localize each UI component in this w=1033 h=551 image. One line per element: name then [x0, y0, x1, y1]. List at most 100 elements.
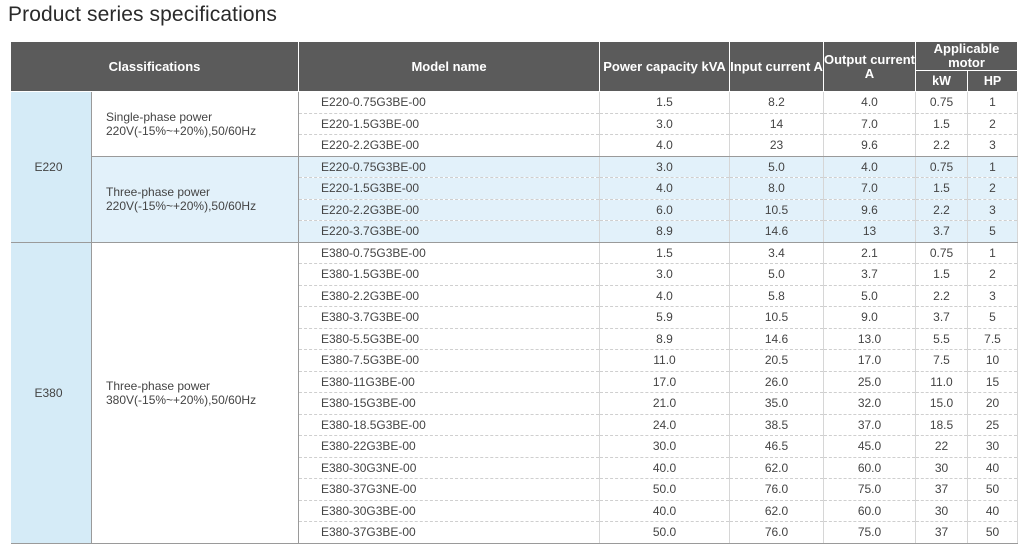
- table-header: Classifications Model name Power capacit…: [10, 41, 1018, 92]
- cell-motor-kw: 11.0: [915, 371, 968, 393]
- cell-model-name: E220-2.2G3BE-00: [298, 199, 600, 221]
- cell-output-current: 60.0: [823, 457, 916, 479]
- cell-motor-hp: 40: [967, 500, 1018, 522]
- cell-output-current: 2.1: [823, 242, 916, 264]
- cell-output-current: 9.6: [823, 134, 916, 157]
- header-classifications: Classifications: [10, 41, 299, 92]
- table-row: E220-2.2G3BE-00 4.0 23 9.6 2.2 3: [11, 134, 1018, 157]
- table-row: E220-1.5G3BE-00 4.0 8.0 7.0 1.5 2: [11, 177, 1018, 200]
- header-output-current: Output current A: [823, 41, 916, 92]
- cell-output-current: 13: [823, 220, 916, 243]
- cell-power-capacity: 4.0: [599, 134, 730, 157]
- table-row: E380-18.5G3BE-00 24.0 38.5 37.0 18.5 25: [11, 414, 1018, 436]
- cell-input-current: 10.5: [729, 306, 824, 329]
- cell-power-capacity: 21.0: [599, 392, 730, 415]
- table-row: E380-15G3BE-00 21.0 35.0 32.0 15.0 20: [11, 392, 1018, 415]
- cell-motor-hp: 25: [967, 414, 1018, 436]
- cell-model-name: E380-1.5G3BE-00: [298, 263, 600, 286]
- cell-model-name: E220-0.75G3BE-00: [298, 156, 600, 178]
- cell-motor-kw: 1.5: [915, 263, 968, 286]
- cell-motor-hp: 5: [967, 220, 1018, 243]
- cell-motor-hp: 1: [967, 156, 1018, 178]
- cell-model-name: E380-15G3BE-00: [298, 392, 600, 415]
- cell-motor-hp: 1: [967, 91, 1018, 114]
- cell-power-capacity: 11.0: [599, 349, 730, 372]
- classification-cell: Three-phase power 220V(-15%~+20%),50/60Hz: [91, 156, 299, 243]
- table-row: E380-30G3BE-00 40.0 62.0 60.0 30 40: [11, 500, 1018, 522]
- cell-motor-kw: 7.5: [915, 349, 968, 372]
- cell-output-current: 5.0: [823, 285, 916, 307]
- header-kw: kW: [915, 70, 968, 92]
- cell-output-current: 13.0: [823, 328, 916, 350]
- cell-input-current: 76.0: [729, 521, 824, 544]
- specifications-table: Classifications Model name Power capacit…: [10, 41, 1018, 544]
- cell-input-current: 46.5: [729, 435, 824, 458]
- cell-output-current: 25.0: [823, 371, 916, 393]
- cell-model-name: E380-5.5G3BE-00: [298, 328, 600, 350]
- cell-power-capacity: 4.0: [599, 177, 730, 200]
- cell-model-name: E220-0.75G3BE-00: [298, 91, 600, 114]
- cell-power-capacity: 3.0: [599, 156, 730, 178]
- series-name: E380: [10, 242, 92, 544]
- cell-input-current: 20.5: [729, 349, 824, 372]
- cell-output-current: 4.0: [823, 156, 916, 178]
- cell-input-current: 23: [729, 134, 824, 157]
- cell-output-current: 75.0: [823, 478, 916, 501]
- cell-input-current: 10.5: [729, 199, 824, 221]
- header-input-current: Input current A: [729, 41, 824, 92]
- cell-model-name: E380-22G3BE-00: [298, 435, 600, 458]
- table-row: E380-7.5G3BE-00 11.0 20.5 17.0 7.5 10: [11, 349, 1018, 372]
- cell-input-current: 62.0: [729, 500, 824, 522]
- cell-output-current: 32.0: [823, 392, 916, 415]
- cell-model-name: E380-30G3NE-00: [298, 457, 600, 479]
- header-hp: HP: [967, 70, 1018, 92]
- cell-power-capacity: 3.0: [599, 113, 730, 135]
- cell-output-current: 4.0: [823, 91, 916, 114]
- table-row: E380-5.5G3BE-00 8.9 14.6 13.0 5.5 7.5: [11, 328, 1018, 350]
- table-row: E380-37G3NE-00 50.0 76.0 75.0 37 50: [11, 478, 1018, 501]
- cell-output-current: 9.6: [823, 199, 916, 221]
- cell-model-name: E380-0.75G3BE-00: [298, 242, 600, 264]
- cell-input-current: 14.6: [729, 328, 824, 350]
- cell-input-current: 26.0: [729, 371, 824, 393]
- cell-model-name: E380-18.5G3BE-00: [298, 414, 600, 436]
- table-row: E380-30G3NE-00 40.0 62.0 60.0 30 40: [11, 457, 1018, 479]
- cell-input-current: 76.0: [729, 478, 824, 501]
- cell-power-capacity: 8.9: [599, 328, 730, 350]
- table-row: E220-1.5G3BE-00 3.0 14 7.0 1.5 2: [11, 113, 1018, 135]
- cell-motor-hp: 40: [967, 457, 1018, 479]
- cell-motor-kw: 1.5: [915, 113, 968, 135]
- cell-output-current: 75.0: [823, 521, 916, 544]
- classification-power-type: Single-phase power: [106, 109, 213, 124]
- table-row: E220 Single-phase power 220V(-15%~+20%),50…: [10, 91, 1018, 243]
- cell-output-current: 7.0: [823, 177, 916, 200]
- cell-power-capacity: 4.0: [599, 285, 730, 307]
- cell-output-current: 7.0: [823, 113, 916, 135]
- header-applicable-motor: Applicable motor: [915, 41, 1018, 71]
- cell-input-current: 3.4: [729, 242, 824, 264]
- table-row: E380-11G3BE-00 17.0 26.0 25.0 11.0 15: [11, 371, 1018, 393]
- cell-motor-hp: 3: [967, 199, 1018, 221]
- cell-motor-hp: 15: [967, 371, 1018, 393]
- cell-motor-kw: 37: [915, 521, 968, 544]
- cell-output-current: 60.0: [823, 500, 916, 522]
- cell-motor-hp: 2: [967, 263, 1018, 286]
- cell-output-current: 17.0: [823, 349, 916, 372]
- cell-power-capacity: 40.0: [599, 500, 730, 522]
- cell-input-current: 35.0: [729, 392, 824, 415]
- table-row: E220-2.2G3BE-00 6.0 10.5 9.6 2.2 3: [11, 199, 1018, 221]
- cell-model-name: E380-37G3NE-00: [298, 478, 600, 501]
- classification-voltage: 220V(-15%~+20%),50/60Hz: [106, 199, 257, 213]
- cell-input-current: 5.8: [729, 285, 824, 307]
- cell-power-capacity: 24.0: [599, 414, 730, 436]
- cell-model-name: E380-2.2G3BE-00: [298, 285, 600, 307]
- table-row: E380-3.7G3BE-00 5.9 10.5 9.0 3.7 5: [11, 306, 1018, 329]
- cell-motor-kw: 1.5: [915, 177, 968, 200]
- cell-model-name: E220-2.2G3BE-00: [298, 134, 600, 157]
- cell-model-name: E380-7.5G3BE-00: [298, 349, 600, 372]
- table-row: E380-37G3BE-00 50.0 76.0 75.0 37 50: [11, 521, 1018, 544]
- cell-power-capacity: 1.5: [599, 91, 730, 114]
- cell-motor-kw: 18.5: [915, 414, 968, 436]
- classification-power-type: Three-phase power: [106, 378, 211, 393]
- cell-power-capacity: 6.0: [599, 199, 730, 221]
